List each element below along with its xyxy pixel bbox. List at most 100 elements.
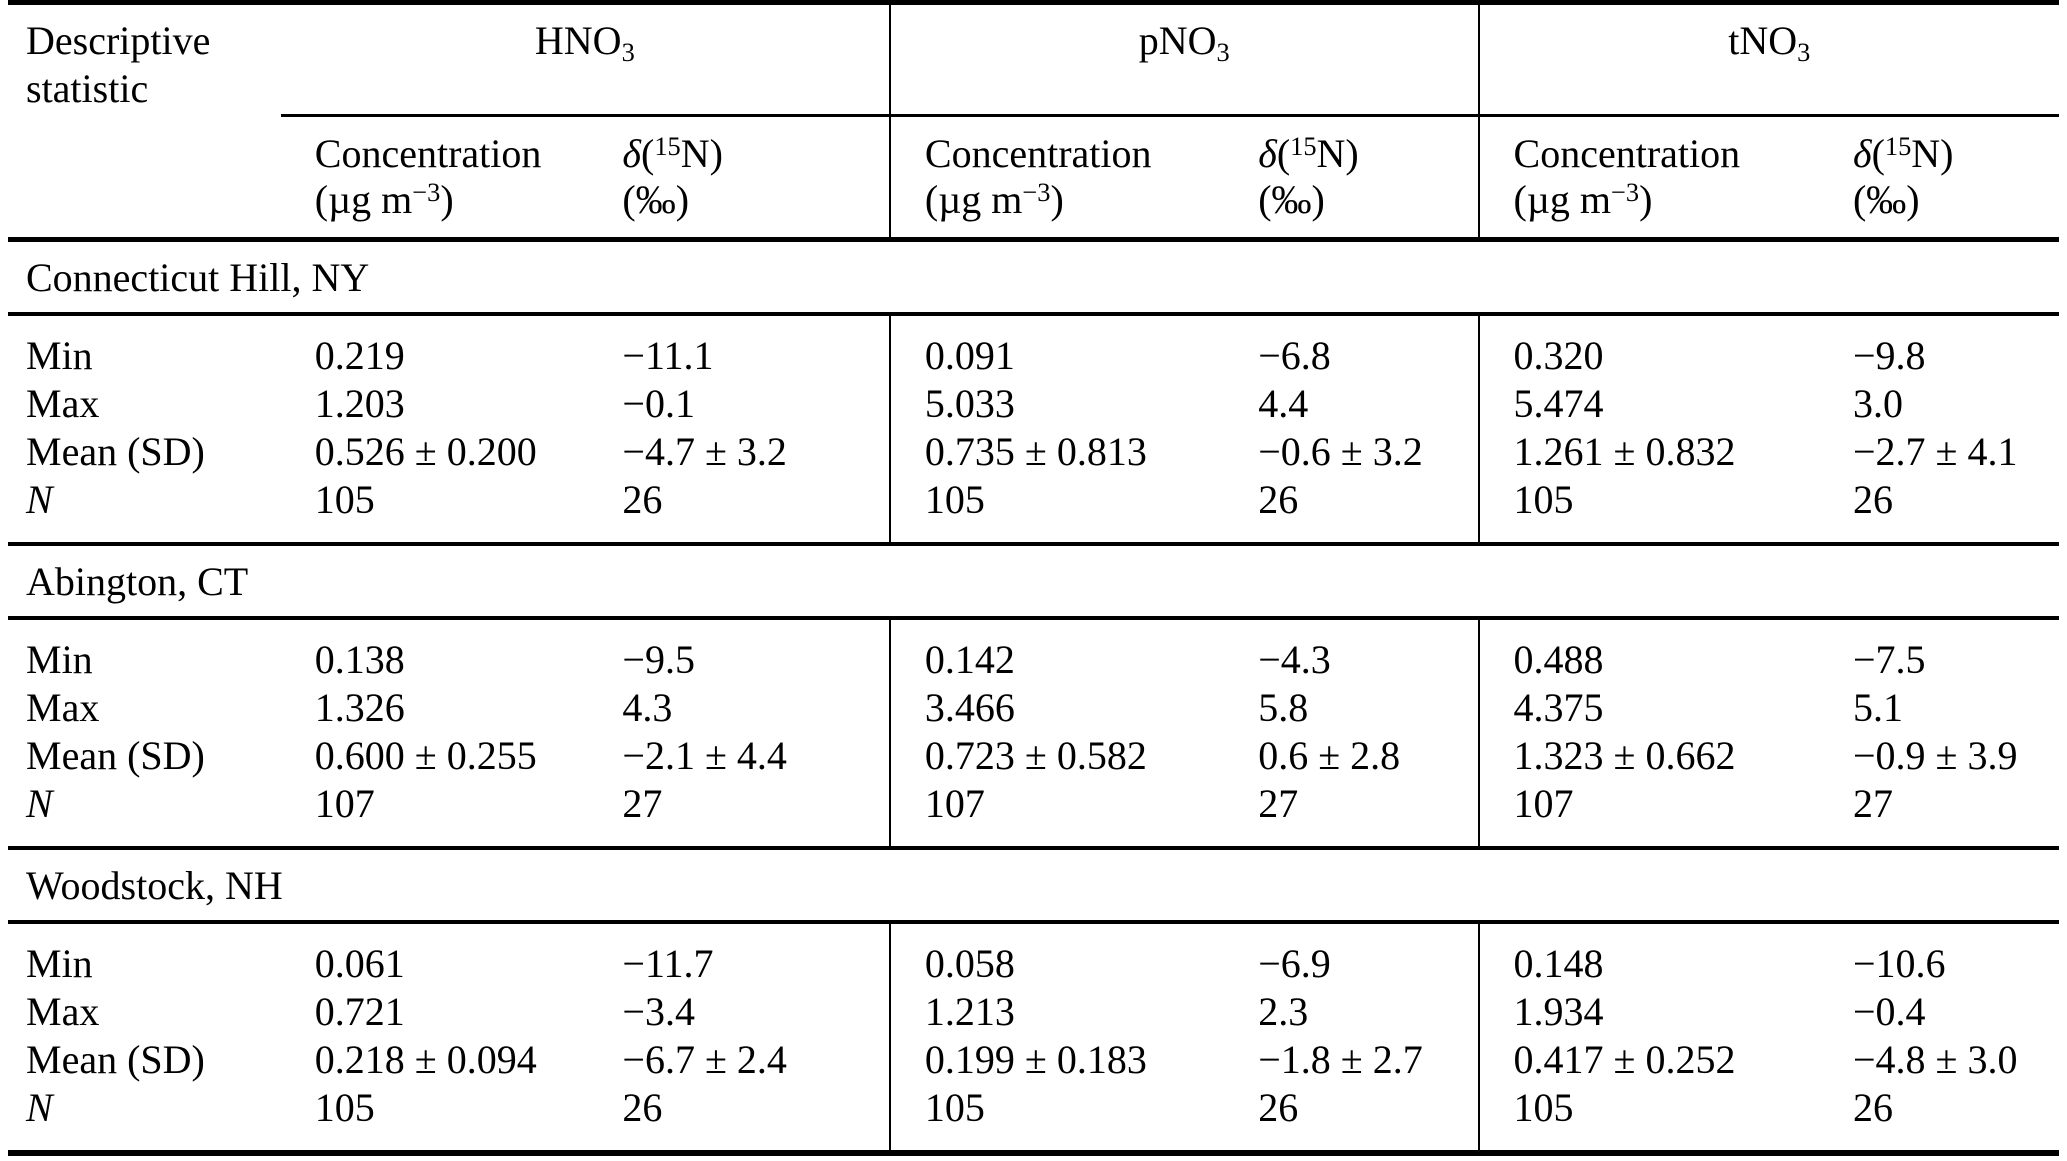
group-header-row: Descriptive statistic HNO3 pNO3 tNO3 (8, 2, 2059, 242)
delta-title: δ(15N) (1853, 131, 2059, 177)
concentration-title: Concentration (1513, 131, 1741, 176)
row-label: Max (26, 381, 100, 426)
unit-post: ) (1639, 177, 1653, 222)
cell-value: 0.218 ± 0.094 (314, 1037, 537, 1082)
cell-value: 0.142 (888, 618, 1225, 684)
cell-value: 0.488 (1477, 618, 1819, 684)
table-row: Min 0.138 −9.5 0.142 −4.3 0.488 −7.5 (8, 618, 2059, 684)
cell-value: 4.3 (622, 685, 673, 730)
concentration-unit: (µg m−3) (925, 177, 1224, 223)
delta-sup: 15 (654, 131, 681, 162)
concentration-unit: (µg m−3) (315, 177, 589, 223)
row-label: Max (26, 989, 100, 1034)
cell-value: −10.6 (1852, 941, 1946, 986)
subheader-tno3-delta: δ(15N) (‰) (1818, 115, 2059, 242)
corner-header-line2: statistic (26, 66, 149, 111)
unit-sup: −3 (1611, 177, 1640, 208)
group-header-tno3: tNO3 (1477, 2, 2059, 117)
cell-value: 5.033 (888, 380, 1225, 428)
cell-value: −9.8 (1852, 333, 1926, 378)
table-row: Min 0.219 −11.1 0.091 −6.8 0.320 −9.8 (8, 314, 2059, 380)
delta-close: N) (1316, 131, 1359, 176)
delta-unit: (‰) (1258, 177, 1325, 222)
subheader-hno3-delta: δ(15N) (‰) (588, 115, 890, 242)
cell-value: 105 (1477, 1084, 1819, 1153)
subheader-pno3-concentration: Concentration (µg m−3) (888, 115, 1225, 242)
cell-value: −0.1 (622, 381, 695, 426)
delta-close: N) (1911, 131, 1954, 176)
cell-value: 0.721 (314, 989, 405, 1034)
cell-value: 105 (314, 1085, 375, 1130)
cell-value: 5.1 (1852, 685, 1903, 730)
cell-value: 26 (622, 1085, 663, 1130)
cell-value: −2.1 ± 4.4 (622, 733, 787, 778)
group-hno3-subscript: 3 (621, 37, 635, 68)
cell-value: 0.199 ± 0.183 (888, 1036, 1225, 1084)
cell-value: 27 (1258, 781, 1299, 826)
row-label: Mean (SD) (26, 733, 205, 778)
table-row: Mean (SD) 0.218 ± 0.094 −6.7 ± 2.4 0.199 ± … (8, 1036, 2059, 1084)
concentration-unit: (µg m−3) (1514, 177, 1819, 223)
table-row: N 107 27 107 27 107 27 (8, 780, 2059, 848)
row-label: Min (26, 941, 93, 986)
statistics-table: Descriptive statistic HNO3 pNO3 tNO3 Con… (8, 0, 2059, 1156)
section-title: Connecticut Hill, NY (8, 237, 2059, 316)
unit-pre: (µg m (924, 177, 1023, 222)
row-label: N (26, 781, 53, 826)
cell-value: −4.3 (1258, 637, 1331, 682)
cell-value: 0.138 (314, 637, 405, 682)
cell-value: −0.6 ± 3.2 (1258, 429, 1423, 474)
cell-value: 107 (314, 781, 375, 826)
group-tno3-subscript: 3 (1797, 37, 1811, 68)
cell-value: −4.8 ± 3.0 (1852, 1037, 2018, 1082)
delta-unit: (‰) (622, 177, 690, 222)
cell-value: 26 (622, 477, 663, 522)
section-row: Connecticut Hill, NY (8, 237, 2059, 316)
cell-value: 107 (888, 780, 1225, 848)
section-title: Woodstock, NH (8, 846, 2059, 924)
delta-open: ( (641, 131, 655, 176)
cell-value: 0.320 (1477, 314, 1819, 380)
cell-value: 26 (1258, 477, 1299, 522)
concentration-title: Concentration (314, 131, 542, 176)
cell-value: 5.8 (1258, 685, 1309, 730)
delta-symbol: δ (1258, 131, 1277, 176)
cell-value: 27 (1852, 781, 1893, 826)
cell-value: 105 (888, 476, 1225, 544)
row-label: Mean (SD) (26, 429, 205, 474)
cell-value: 2.3 (1258, 989, 1309, 1034)
delta-symbol: δ (1852, 131, 1872, 176)
cell-value: 0.091 (888, 314, 1225, 380)
delta-unit: (‰) (1852, 177, 1920, 222)
cell-value: 0.600 ± 0.255 (314, 733, 537, 778)
subheader-hno3-concentration: Concentration (µg m−3) (280, 115, 589, 242)
group-header-hno3: HNO3 (280, 2, 890, 117)
cell-value: −2.7 ± 4.1 (1852, 429, 2018, 474)
cell-value: 105 (888, 1084, 1225, 1153)
cell-value: 107 (1477, 780, 1819, 848)
cell-value: 5.474 (1477, 380, 1819, 428)
subheader-pno3-delta: δ(15N) (‰) (1224, 115, 1479, 242)
table-row: N 105 26 105 26 105 26 (8, 476, 2059, 544)
cell-value: 3.0 (1852, 381, 1903, 426)
delta-symbol: δ (622, 131, 642, 176)
group-pno3-subscript: 3 (1216, 37, 1230, 68)
group-tno3-base: tNO (1728, 18, 1798, 63)
cell-value: 0.061 (314, 941, 405, 986)
cell-value: 0.723 ± 0.582 (888, 732, 1225, 780)
delta-sup: 15 (1884, 131, 1912, 162)
delta-open: ( (1871, 131, 1885, 176)
section-row: Woodstock, NH (8, 846, 2059, 924)
row-label: N (26, 477, 53, 522)
section-row: Abington, CT (8, 542, 2059, 620)
unit-post: ) (440, 177, 454, 222)
cell-value: 1.213 (888, 988, 1225, 1036)
cell-value: 4.375 (1477, 684, 1819, 732)
cell-value: −6.8 (1258, 333, 1331, 378)
cell-value: 1.934 (1477, 988, 1819, 1036)
delta-close: N) (680, 131, 723, 176)
corner-header: Descriptive statistic (8, 2, 281, 242)
delta-title: δ(15N) (1258, 131, 1477, 177)
row-label: N (26, 1085, 53, 1130)
cell-value: −4.7 ± 3.2 (622, 429, 787, 474)
